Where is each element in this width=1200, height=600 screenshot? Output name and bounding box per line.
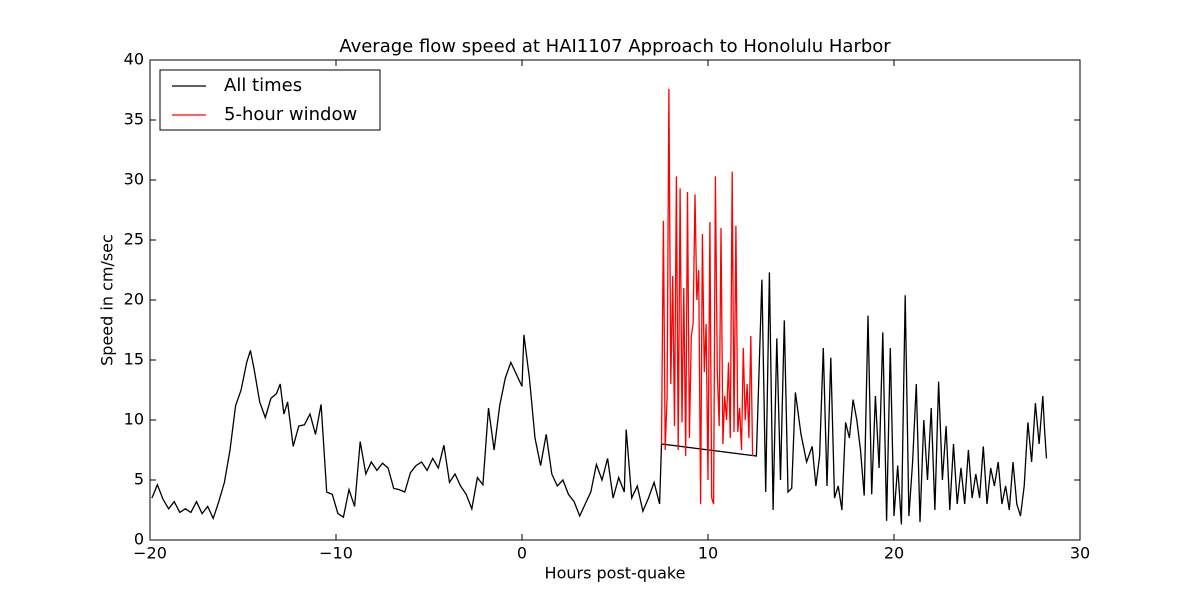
x-axis-label: Hours post-quake xyxy=(545,564,686,583)
y-tick-label: 20 xyxy=(124,290,144,309)
y-tick-label: 30 xyxy=(124,170,144,189)
chart-title: Average flow speed at HAI1107 Approach t… xyxy=(339,36,891,57)
plot-frame xyxy=(149,59,1081,541)
legend-label: 5-hour window xyxy=(224,104,357,125)
y-tick-label: 0 xyxy=(134,530,144,549)
y-axis-label: Speed in cm/sec xyxy=(98,234,117,366)
y-tick-label: 35 xyxy=(124,110,144,129)
x-tick-label: 30 xyxy=(1070,544,1090,563)
y-tick-label: 40 xyxy=(124,50,144,69)
legend-label: All times xyxy=(224,75,302,96)
y-tick-label: 15 xyxy=(124,350,144,369)
y-tick-label: 5 xyxy=(134,470,144,489)
x-tick-label: 20 xyxy=(884,544,904,563)
data-line xyxy=(660,88,754,505)
y-tick-label: 25 xyxy=(124,230,144,249)
x-tick-label: 10 xyxy=(698,544,718,563)
x-tick-label: −20 xyxy=(133,544,167,563)
x-tick-label: 0 xyxy=(517,544,527,563)
y-tick-label: 10 xyxy=(124,410,144,429)
data-line xyxy=(151,272,1048,525)
legend-box xyxy=(159,69,381,131)
x-tick-label: −10 xyxy=(319,544,353,563)
